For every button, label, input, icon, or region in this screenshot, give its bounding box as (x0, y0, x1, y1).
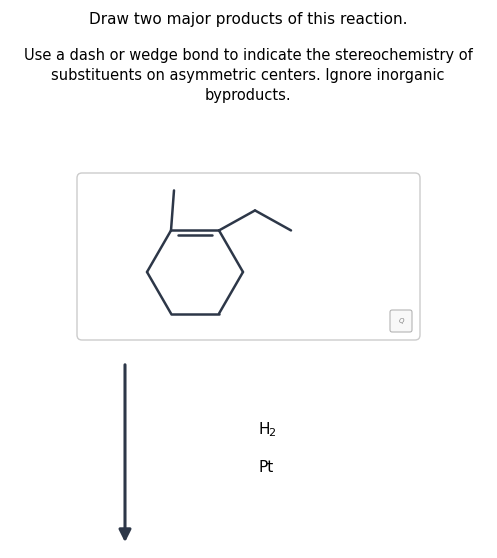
Text: substituents on asymmetric centers. Ignore inorganic: substituents on asymmetric centers. Igno… (51, 68, 445, 83)
Text: Draw two major products of this reaction.: Draw two major products of this reaction… (89, 12, 407, 27)
Text: H: H (258, 422, 269, 437)
Text: Use a dash or wedge bond to indicate the stereochemistry of: Use a dash or wedge bond to indicate the… (24, 48, 472, 63)
Text: 2: 2 (268, 428, 275, 438)
Text: Pt: Pt (258, 460, 273, 475)
Text: Q: Q (398, 318, 404, 324)
FancyBboxPatch shape (77, 173, 420, 340)
Text: byproducts.: byproducts. (205, 88, 291, 103)
FancyBboxPatch shape (390, 310, 412, 332)
